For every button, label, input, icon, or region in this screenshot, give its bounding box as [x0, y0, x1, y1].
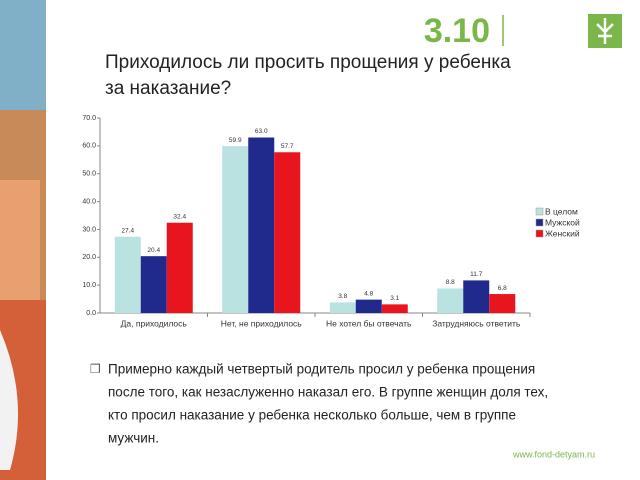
chart-title: Приходилось ли просить прощения у ребенк…	[105, 52, 511, 73]
legend-swatch	[535, 207, 544, 216]
chart-title: за наказание?	[105, 78, 231, 99]
y-tick-label: 10.0	[82, 282, 96, 289]
legend-swatch	[535, 229, 544, 238]
y-tick-label: 60.0	[82, 143, 96, 150]
legend-label: Женский	[545, 228, 580, 238]
value-label: 32.4	[173, 213, 186, 220]
value-label: 8.8	[446, 279, 455, 286]
value-label: 3.8	[338, 293, 347, 300]
bar	[437, 288, 464, 313]
value-label: 4.8	[364, 290, 373, 297]
value-label: 27.4	[121, 227, 134, 234]
bar	[463, 280, 490, 313]
bar	[114, 236, 141, 313]
x-tick-label: Да, приходилось	[121, 318, 188, 328]
legend-label: Мужской	[545, 217, 580, 227]
value-label: 57.7	[281, 143, 294, 150]
bar	[166, 222, 193, 313]
y-tick-label: 20.0	[82, 254, 96, 261]
x-tick-label: Нет, не приходилось	[221, 318, 303, 328]
bar	[329, 302, 356, 313]
y-tick-label: 30.0	[82, 226, 96, 233]
value-label: 59.9	[229, 137, 242, 144]
bar	[274, 152, 301, 313]
slide-number: 3.10	[424, 12, 490, 50]
note-line: после того, как незаслуженно наказал его…	[108, 385, 548, 400]
bar	[355, 299, 382, 313]
y-tick-label: 70.0	[82, 115, 96, 122]
x-tick-label: Не хотел бы отвечать	[326, 318, 412, 328]
legend-label: В целом	[545, 206, 578, 216]
bar	[381, 304, 408, 313]
note-line: Примерно каждый четвертый родитель проси…	[108, 362, 535, 377]
url: www.fond-detyam.ru	[512, 449, 595, 459]
value-label: 3.1	[390, 295, 399, 302]
value-label: 63.0	[255, 128, 268, 135]
y-tick-label: 50.0	[82, 171, 96, 178]
note: Примерно каждый четвертый родитель проси…	[108, 362, 548, 446]
y-tick-label: 0.0	[86, 310, 96, 317]
legend-swatch	[535, 218, 544, 227]
photo-strip	[0, 0, 46, 480]
bar	[140, 256, 167, 313]
logo	[588, 14, 622, 48]
bar	[248, 137, 275, 313]
bullet: ❒	[90, 362, 101, 376]
note-line: мужчин.	[108, 431, 159, 446]
x-tick-label: Затрудняюсь ответить	[432, 318, 521, 328]
value-label: 6.8	[498, 285, 507, 292]
y-tick-label: 40.0	[82, 198, 96, 205]
value-label: 11.7	[470, 271, 483, 278]
bar	[222, 146, 249, 313]
value-label: 20.4	[147, 247, 160, 254]
chart: 0.0 10.0 20.0 30.0 40.0 50.0 60.0 70.0 Да, прихо…	[82, 115, 580, 328]
bar	[489, 294, 516, 313]
note-line: кто просил наказание у ребенка несколько…	[108, 408, 516, 423]
